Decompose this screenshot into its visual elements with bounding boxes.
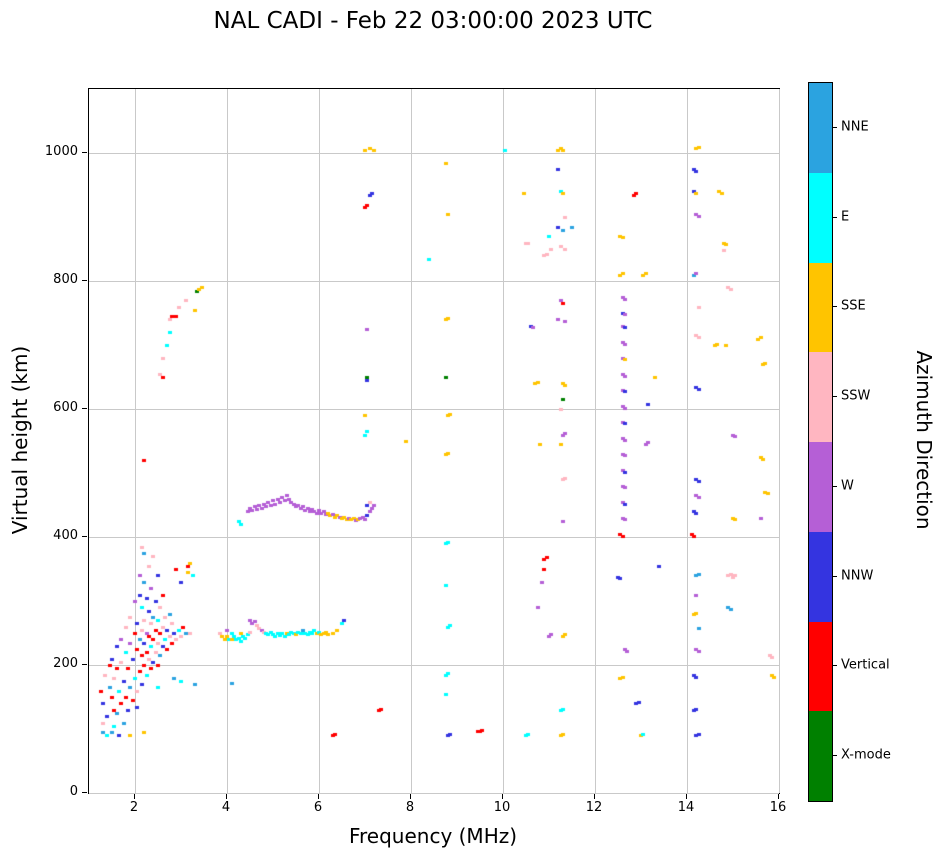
y-tick-label: 800 — [53, 272, 78, 287]
x-tick-label: 14 — [677, 800, 695, 815]
x-tick-label: 8 — [405, 800, 415, 815]
colorbar-label-nnw: NNW — [841, 568, 874, 584]
x-tick-label: 6 — [313, 800, 323, 815]
x-tick-mark — [318, 794, 319, 799]
x-tick-mark — [778, 794, 779, 799]
x-tick-mark — [594, 794, 595, 799]
colorbar-segment-w — [809, 442, 832, 532]
colorbar-tick-mark — [832, 486, 837, 487]
y-tick-mark — [82, 152, 87, 153]
y-tick-mark — [82, 280, 87, 281]
x-tick-mark — [502, 794, 503, 799]
x-tick-mark — [686, 794, 687, 799]
colorbar-label-sse: SSE — [841, 298, 866, 314]
x-tick-mark — [134, 794, 135, 799]
chart-title: NAL CADI - Feb 22 03:00:00 2023 UTC — [213, 8, 653, 34]
x-tick-mark — [226, 794, 227, 799]
x-tick-label: 2 — [129, 800, 139, 815]
colorbar-segment-nnw — [809, 531, 832, 622]
colorbar-segment-sse — [809, 262, 832, 353]
plot-area — [88, 88, 780, 794]
colorbar-label-ssw: SSW — [841, 388, 871, 404]
colorbar-tick-mark — [832, 576, 837, 577]
colorbar-segment-vertical — [809, 621, 832, 712]
x-gridline — [779, 89, 780, 793]
x-tick-label: 10 — [493, 800, 511, 815]
colorbar-label-nne: NNE — [841, 119, 869, 135]
y-tick-mark — [82, 792, 87, 793]
y-tick-mark — [82, 664, 87, 665]
colorbar-tick-mark — [832, 755, 837, 756]
x-tick-label: 12 — [585, 800, 603, 815]
colorbar-segment-ssw — [809, 352, 832, 442]
colorbar-tick-mark — [832, 306, 837, 307]
x-axis-label: Frequency (MHz) — [348, 824, 518, 848]
y-tick-label: 600 — [53, 400, 78, 415]
colorbar-label-vertical: Vertical — [841, 657, 890, 673]
y-tick-label: 0 — [69, 784, 78, 799]
y-tick-mark — [82, 408, 87, 409]
colorbar-tick-mark — [832, 665, 837, 666]
colorbar-segment-x-mode — [809, 711, 832, 801]
y-tick-label: 1000 — [44, 144, 78, 159]
y-axis-label: Virtual height (km) — [8, 345, 32, 535]
colorbar-title: Azimuth Direction — [912, 350, 936, 530]
x-tick-label: 16 — [769, 800, 787, 815]
colorbar-label-e: E — [841, 209, 850, 225]
colorbar-segment-e — [809, 172, 832, 263]
y-tick-label: 200 — [53, 656, 78, 671]
colorbar-label-w: W — [841, 478, 854, 494]
y-gridline — [89, 793, 779, 794]
colorbar-tick-mark — [832, 217, 837, 218]
azimuth-colorbar — [808, 82, 833, 802]
colorbar-tick-mark — [832, 396, 837, 397]
colorbar-label-x-mode: X-mode — [841, 747, 891, 763]
x-tick-mark — [410, 794, 411, 799]
x-tick-label: 4 — [221, 800, 231, 815]
y-tick-label: 400 — [53, 528, 78, 543]
scatter-points-canvas — [89, 89, 779, 793]
y-tick-mark — [82, 536, 87, 537]
colorbar-segment-nne — [809, 83, 832, 173]
colorbar-tick-mark — [832, 127, 837, 128]
